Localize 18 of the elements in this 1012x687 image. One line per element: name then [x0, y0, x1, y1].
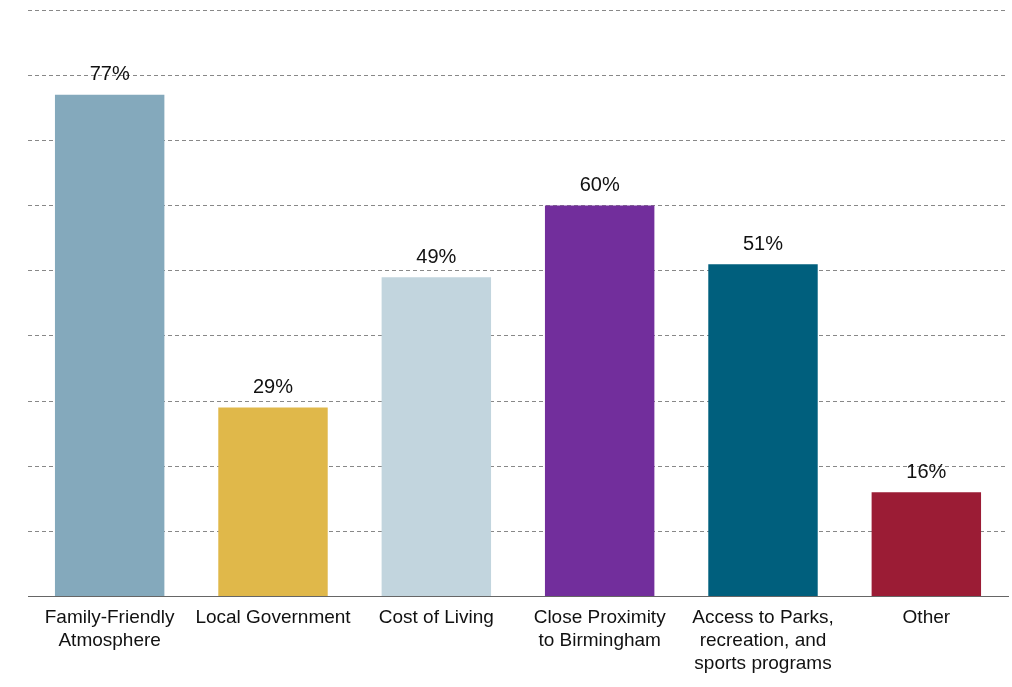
bar: [708, 264, 818, 597]
data-label: 60%: [579, 173, 620, 196]
x-tick-label: Other: [902, 606, 951, 628]
bar: [871, 492, 982, 597]
x-tick-label: Cost of Living: [378, 606, 494, 628]
bar: [544, 205, 655, 597]
data-label: 77%: [89, 62, 130, 85]
x-tick-label: Local Government: [195, 606, 352, 628]
data-label: 16%: [906, 459, 947, 482]
bar: [381, 277, 492, 597]
x-tick-label: Close Proximity to Birmingham: [533, 606, 667, 651]
data-label: 49%: [416, 244, 457, 267]
data-label: 29%: [252, 375, 294, 398]
x-tick-label: Family-Friendly Atmosphere: [44, 606, 176, 651]
data-label: 51%: [742, 231, 784, 254]
x-tick-label: Access to Parks, recreation, and sports programs: [692, 606, 834, 673]
bar: [54, 94, 165, 597]
bar: [218, 407, 328, 597]
